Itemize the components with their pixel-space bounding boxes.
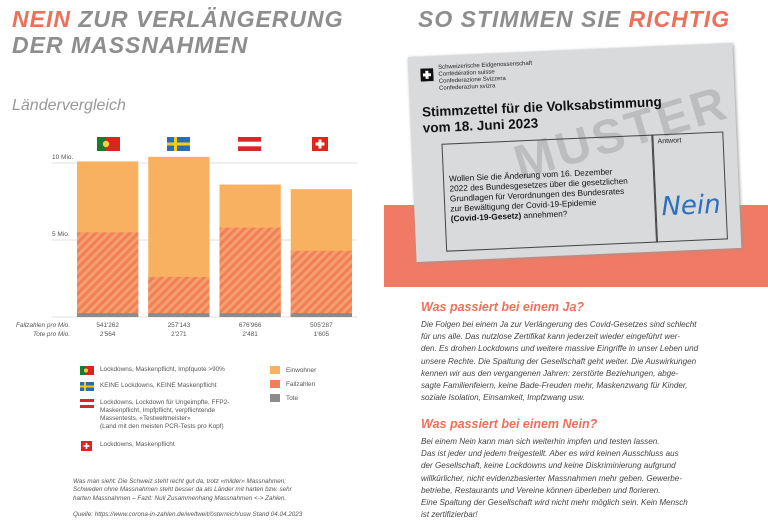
stats-label: Tote pro Mio. bbox=[32, 331, 70, 338]
text-line: der Gesellschaft, keine Lockdowns und ke… bbox=[421, 461, 676, 471]
stats-value: 257'143 bbox=[167, 322, 191, 329]
answer: Nein bbox=[660, 189, 722, 223]
country-legend-entry: Lockdowns, Lockdown für Ungeimpfte, FFP2… bbox=[100, 399, 229, 431]
right-title: SO STIMMEN SIE RICHTIG bbox=[418, 6, 730, 32]
stats-value: 541'262 bbox=[96, 322, 119, 329]
flag-austria bbox=[238, 137, 261, 151]
left-title: NEIN ZUR VERLÄNGERUNG DER MASSNAHMEN bbox=[12, 6, 372, 58]
legend-text: (Land mit den meisten PCR-Tests pro Kopf… bbox=[100, 423, 224, 430]
text-line: willkürlicher, nicht evidenzbasierter Ma… bbox=[421, 473, 682, 483]
legend-text: Lockdowns, Maskenpflicht, Impfquote >90% bbox=[100, 366, 225, 373]
stats-value: 1'605 bbox=[313, 331, 330, 338]
source: Quelle: https://www.corona-in-zahlen.de/… bbox=[73, 511, 303, 518]
title-rest: SO STIMMEN SIE bbox=[418, 6, 622, 32]
footnote-line: Schweden ohne Massnahmen steht besser da… bbox=[73, 486, 292, 494]
section-heading: Was passiert bei einem Nein? bbox=[421, 417, 598, 431]
stats-value: 2'564 bbox=[99, 331, 116, 338]
section-heading: Was passiert bei einem Ja? bbox=[421, 300, 585, 314]
legend-entry: Fallzahlen bbox=[270, 380, 315, 388]
legend-swatch bbox=[270, 366, 280, 374]
section-text: Bei einem Nein kann man sich weiterhin i… bbox=[421, 436, 688, 521]
section-text: Die Folgen bei einem Ja zur Verlängerung… bbox=[421, 319, 698, 404]
text-line: den. Es drohen Lockdowns und weitere mas… bbox=[421, 344, 699, 354]
bar bbox=[290, 250, 353, 317]
legend-flag-sweden bbox=[80, 382, 94, 391]
bar bbox=[148, 313, 210, 317]
text-line: sagte Familienfeiern, keine Bade-Freuden… bbox=[421, 381, 688, 391]
question: Wollen Sie die Änderung vom 16. Dezember… bbox=[449, 166, 630, 223]
title-rest: ZUR VERLÄNGERUNG DER MASSNAHMEN bbox=[12, 6, 344, 58]
section: Was passiert bei einem Nein? Bei einem Ne… bbox=[421, 417, 688, 521]
stats-value: 676'966 bbox=[238, 322, 262, 329]
text-line: kennen wir aus den vergangenen Jahren: z… bbox=[421, 368, 679, 378]
stats-value: 505'287 bbox=[310, 322, 333, 329]
text-line: Eine Spaltung der Gesellschaft wird nich… bbox=[421, 498, 688, 508]
footnote-line: Was man sieht: Die Schweiz steht recht g… bbox=[73, 478, 287, 485]
bar bbox=[148, 276, 210, 317]
bar bbox=[219, 227, 281, 317]
stats-value: 2'481 bbox=[242, 331, 258, 338]
chart: 5 Mio. 10 Mio. bbox=[52, 137, 357, 451]
text-line: ist zertifizierbar! bbox=[421, 510, 478, 520]
stats-value: 2'271 bbox=[171, 331, 187, 338]
stats: Fallzahlen pro Mio. Tote pro Mio. 541'262 2… bbox=[0, 322, 384, 342]
legend-entry: Einwohner bbox=[270, 366, 316, 374]
ballot: Schweizerische Eidgenossenschaft Confédér… bbox=[407, 43, 742, 262]
y-tick-label: 5 Mio. bbox=[52, 231, 70, 238]
text-line: betriebe, Restaurants und Vereine können… bbox=[421, 485, 661, 495]
legend-entry: Tote bbox=[270, 394, 298, 402]
bar bbox=[290, 313, 353, 317]
legend-label: Einwohner bbox=[286, 366, 317, 374]
text-line: unsere Rechte. Die Spaltung der Gesellsc… bbox=[421, 356, 697, 366]
legend-text: Maskenpflicht, Impfpflicht, verpflichten… bbox=[100, 407, 216, 414]
country-legend-entry: Lockdowns, Maskenpflicht, Impfquote >90% bbox=[100, 366, 225, 374]
ballot-header: Schweizerische Eidgenossenschaft Confédér… bbox=[438, 61, 533, 93]
legend-text: KEINE Lockdowns, KEINE Maskenpflicht bbox=[100, 382, 217, 389]
stats-label: Fallzahlen pro Mio. bbox=[16, 322, 70, 329]
legend-text: Massentests, «Testweltmeister» bbox=[100, 415, 191, 422]
country-legend-entry: KEINE Lockdowns, KEINE Maskenpflicht bbox=[100, 382, 217, 390]
swiss-emblem bbox=[420, 68, 434, 82]
bar bbox=[76, 313, 139, 317]
bar bbox=[76, 232, 139, 317]
footnote-line: harten Massnahmen – Fazit: Null Zusammen… bbox=[73, 494, 287, 502]
legend-text: Lockdowns, Lockdown für Ungeimpfte, FFP2… bbox=[100, 399, 230, 406]
flag-sweden bbox=[167, 137, 190, 151]
text-line: soziale Isolation, Einsamkeit, Impfzwang… bbox=[421, 393, 585, 403]
subtitle: Ländervergleich bbox=[12, 97, 126, 114]
footnote: Was man sieht: Die Schweiz steht recht g… bbox=[73, 478, 292, 503]
y-tick-label: 10 Mio. bbox=[52, 154, 74, 161]
section: Was passiert bei einem Ja? Die Folgen bei… bbox=[421, 300, 698, 404]
legend-label: Tote bbox=[286, 394, 299, 402]
country-legend-entry: Lockdowns, Maskenpflicht bbox=[100, 441, 175, 449]
legend-text: Lockdowns, Maskenpflicht bbox=[100, 441, 175, 448]
legend-swatch bbox=[270, 380, 280, 388]
answer-box bbox=[651, 131, 728, 243]
text-line: Die Folgen bei einem Ja zur Verlängerung… bbox=[421, 320, 697, 329]
text-line: Bei einem Nein kann man sich weiterhin i… bbox=[421, 437, 660, 446]
flag-portugal bbox=[97, 137, 120, 151]
legend-flag-switzerland bbox=[81, 441, 92, 451]
flag-switzerland bbox=[312, 137, 328, 151]
text-line: für uns alle. Das nutzlose Zertifikat ka… bbox=[421, 332, 680, 342]
legend-label: Fallzahlen bbox=[286, 380, 316, 388]
title-highlight: NEIN bbox=[12, 6, 71, 32]
legend-flag-austria bbox=[80, 399, 94, 408]
text-line: Das ist jeder und jedem freigestellt. Ab… bbox=[421, 449, 679, 459]
question-end: annehmen? bbox=[521, 208, 568, 221]
bar bbox=[219, 313, 281, 317]
answer-label: Antwort bbox=[657, 137, 682, 146]
legend-swatch bbox=[270, 394, 280, 402]
title-highlight: RICHTIG bbox=[628, 6, 731, 32]
legend-flag-portugal bbox=[80, 366, 94, 375]
